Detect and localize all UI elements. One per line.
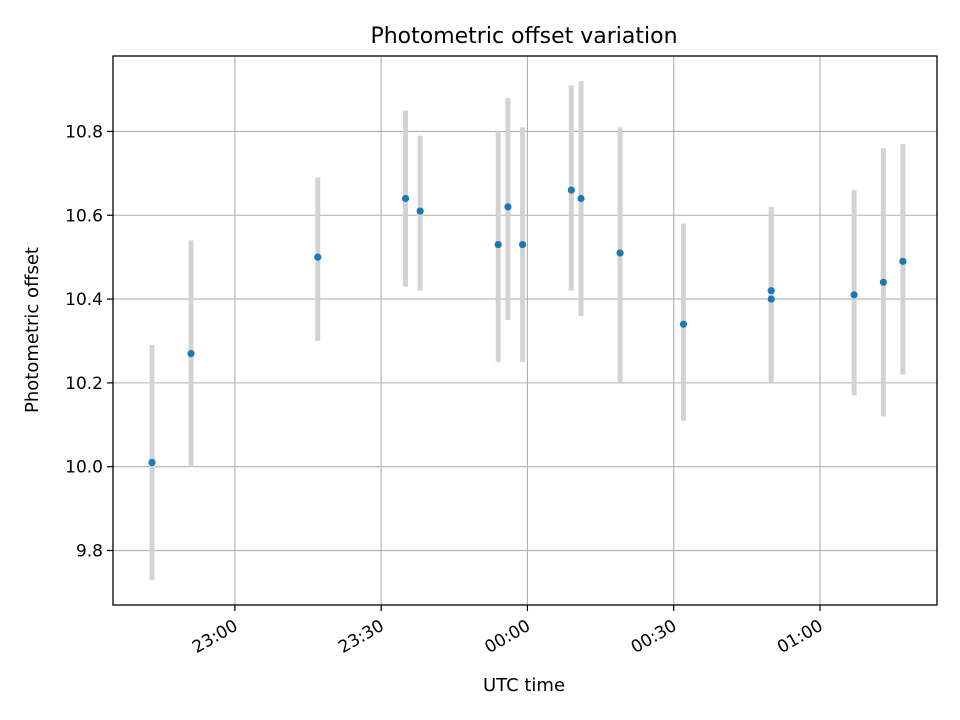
x-tick-label: 00:00 — [482, 616, 534, 658]
data-point — [187, 349, 195, 358]
x-tick-label: 00:30 — [628, 616, 680, 658]
y-tick-label: 10.6 — [65, 206, 103, 226]
plot-frame — [112, 55, 938, 606]
data-point — [767, 295, 775, 303]
y-tick-label: 10.0 — [65, 458, 103, 478]
data-point — [899, 257, 907, 265]
data-point — [494, 240, 502, 249]
data-point — [767, 287, 775, 295]
data-point — [679, 320, 688, 328]
data-point — [616, 249, 624, 257]
data-point — [850, 291, 858, 299]
ticks: 23:00 23:30 00:00 00:30 01:00 9.8 10.0 10.2 10.4… — [65, 122, 826, 657]
x-tick-label: 23:00 — [189, 616, 241, 658]
y-tick-label: 9.8 — [76, 542, 103, 562]
y-tick-label: 10.2 — [65, 374, 103, 394]
y-axis-label: Photometric offset — [22, 247, 43, 413]
y-tick-label: 10.4 — [65, 290, 103, 310]
data-point — [416, 207, 424, 215]
data-point — [518, 240, 527, 249]
x-tick-label: 23:30 — [335, 616, 387, 658]
x-tick-label: 01:00 — [774, 616, 826, 658]
data-point — [148, 458, 156, 467]
data-point — [314, 253, 322, 261]
chart-title: Photometric offset variation — [370, 24, 677, 49]
data-point — [401, 194, 410, 203]
data-point — [504, 203, 512, 211]
data-point — [577, 194, 585, 203]
data-point — [567, 186, 575, 194]
data-point — [879, 278, 887, 286]
data-points — [148, 186, 907, 467]
x-axis-label: UTC time — [483, 675, 565, 696]
y-tick-label: 10.8 — [65, 122, 103, 142]
